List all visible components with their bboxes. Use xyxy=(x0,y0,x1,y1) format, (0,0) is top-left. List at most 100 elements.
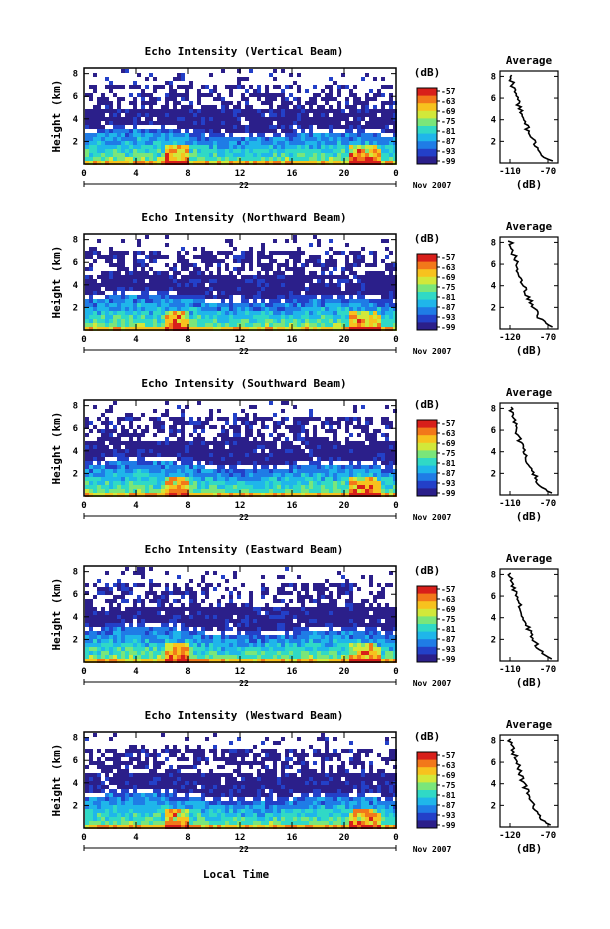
colorbar-segment xyxy=(417,631,437,640)
month-label: Nov 2007 xyxy=(413,181,452,190)
panel-title: Echo Intensity (Northward Beam) xyxy=(141,211,346,224)
y-tick-label: 8 xyxy=(73,236,78,246)
beam-panel-0: Echo Intensity (Vertical Beam) 2 4 6 8 Height… xyxy=(50,45,559,191)
date-label: 22 xyxy=(239,845,249,854)
colorbar-label: -81 xyxy=(441,625,456,634)
colorbar-segment xyxy=(417,480,437,489)
y-tick-label: 8 xyxy=(73,70,78,80)
x-tick-label: 0 xyxy=(81,833,86,843)
colorbar-segment xyxy=(417,442,437,451)
profile-curve xyxy=(507,240,553,328)
profile-frame xyxy=(499,568,559,662)
x-tick-label: 12 xyxy=(235,169,246,179)
colorbar-frame xyxy=(416,87,438,165)
colorbar-frame xyxy=(416,751,438,829)
heatmap-cells xyxy=(85,733,397,829)
colorbar-unit: (dB) xyxy=(414,66,441,79)
colorbar-segment xyxy=(417,88,437,97)
colorbar-segment xyxy=(417,586,437,595)
colorbar-label: -69 xyxy=(441,605,456,614)
y-tick-label: 2 xyxy=(73,303,78,313)
profile-title: Average xyxy=(506,718,553,731)
colorbar-segment xyxy=(417,299,437,308)
colorbar-segment xyxy=(417,608,437,617)
month-label: Nov 2007 xyxy=(413,347,452,356)
beam-panel-1: Echo Intensity (Northward Beam) 2 4 6 8 Heigh… xyxy=(50,211,559,357)
colorbar-segment xyxy=(417,593,437,602)
colorbar-label: -81 xyxy=(441,459,456,468)
profile-y-label: 8 xyxy=(491,72,496,82)
beam-panel-2: Echo Intensity (Southward Beam) 2 4 6 8 Heigh… xyxy=(50,377,559,523)
colorbar-label: -99 xyxy=(441,489,456,498)
x-tick-label: 4 xyxy=(133,335,139,345)
colorbar-segment xyxy=(417,473,437,482)
profile-y-label: 4 xyxy=(491,448,497,458)
y-axis-label: Height (km) xyxy=(50,246,63,319)
profile-x-label: -70 xyxy=(540,167,556,177)
colorbar-segment xyxy=(417,616,437,625)
colorbar-segment xyxy=(417,103,437,112)
colorbar-label: -57 xyxy=(441,253,456,262)
colorbar-segment xyxy=(417,420,437,429)
x-tick-label: 0 xyxy=(81,335,86,345)
x-tick-label: 12 xyxy=(235,335,246,345)
profile-x-label: -70 xyxy=(540,333,556,343)
x-tick-label: 0 xyxy=(81,169,86,179)
colorbar-label: -93 xyxy=(441,313,456,322)
profile-y-label: 4 xyxy=(491,614,497,624)
colorbar-segment xyxy=(417,110,437,119)
y-tick-label: 4 xyxy=(73,281,79,291)
colorbar-segment xyxy=(417,322,437,331)
x-tick-label: 16 xyxy=(287,833,298,843)
x-axis-label: Local Time xyxy=(203,868,270,881)
colorbar-segment xyxy=(417,118,437,127)
profile-y-label: 2 xyxy=(491,635,496,645)
colorbar-segment xyxy=(417,450,437,459)
colorbar-label: -81 xyxy=(441,293,456,302)
colorbar-label: -99 xyxy=(441,157,456,166)
colorbar-segment xyxy=(417,148,437,157)
y-tick-label: 2 xyxy=(73,635,78,645)
y-tick-label: 8 xyxy=(73,734,78,744)
colorbar-unit: (dB) xyxy=(414,564,441,577)
profile-y-label: 2 xyxy=(491,801,496,811)
profile-x-axis-label: (dB) xyxy=(516,178,543,191)
y-tick-label: 6 xyxy=(73,424,78,434)
profile-frame xyxy=(499,70,559,164)
colorbar-segment xyxy=(417,639,437,648)
colorbar-segment xyxy=(417,435,437,444)
colorbar-segment xyxy=(417,307,437,316)
colorbar-segment xyxy=(417,782,437,791)
colorbar-segment xyxy=(417,292,437,301)
date-label: 22 xyxy=(239,347,249,356)
colorbar-label: -69 xyxy=(441,439,456,448)
y-axis-label: Height (km) xyxy=(50,412,63,485)
colorbar-segment xyxy=(417,458,437,467)
colorbar-label: -63 xyxy=(441,761,456,770)
y-tick-label: 4 xyxy=(73,447,79,457)
month-label: Nov 2007 xyxy=(413,845,452,854)
colorbar-label: -75 xyxy=(441,283,456,292)
colorbar-segment xyxy=(417,156,437,165)
y-tick-label: 2 xyxy=(73,469,78,479)
x-tick-label: 16 xyxy=(287,667,298,677)
colorbar-label: -75 xyxy=(441,781,456,790)
x-tick-label: 12 xyxy=(235,501,246,511)
colorbar-label: -87 xyxy=(441,303,456,312)
x-tick-label: 20 xyxy=(339,501,350,511)
colorbar-segment xyxy=(417,767,437,776)
colorbar-segment xyxy=(417,465,437,474)
heatmap-cells xyxy=(85,235,397,331)
x-tick-label: 4 xyxy=(133,667,139,677)
colorbar-segment xyxy=(417,790,437,799)
colorbar-segment xyxy=(417,95,437,104)
x-tick-label: 8 xyxy=(185,169,190,179)
x-tick-label: 20 xyxy=(339,667,350,677)
heatmap-cells xyxy=(85,69,397,165)
colorbar-segment xyxy=(417,254,437,263)
month-label: Nov 2007 xyxy=(413,513,452,522)
colorbar-label: -93 xyxy=(441,147,456,156)
colorbar-segment xyxy=(417,820,437,829)
profile-y-label: 8 xyxy=(491,238,496,248)
